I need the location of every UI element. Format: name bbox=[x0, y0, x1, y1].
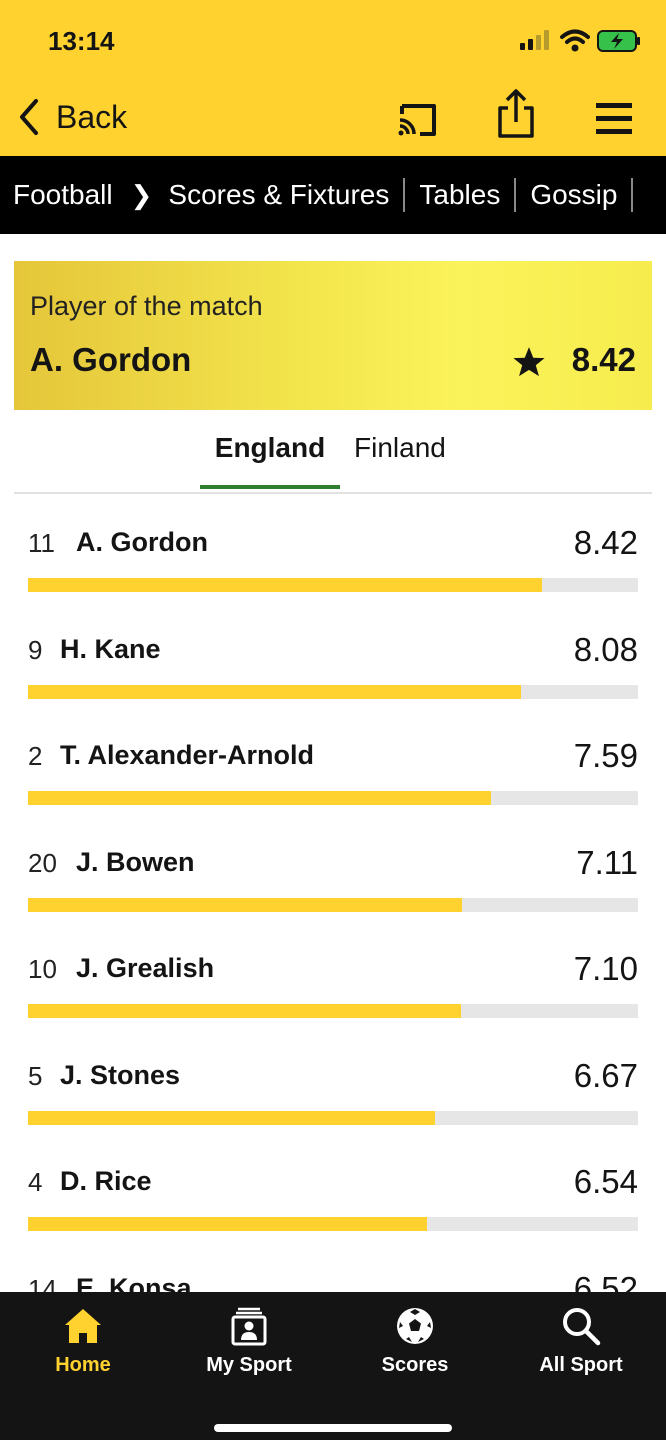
player-name: E. Konsa bbox=[76, 1273, 192, 1292]
football-icon bbox=[397, 1308, 433, 1344]
rating-bar-track bbox=[28, 1004, 638, 1018]
app-header: 13:14 Back bbox=[0, 0, 666, 156]
cast-icon[interactable] bbox=[396, 100, 440, 140]
player-rating: 6.52 bbox=[573, 1270, 638, 1292]
player-rating: 7.10 bbox=[573, 950, 638, 987]
player-number: 2 bbox=[28, 741, 43, 771]
player-rating: 6.54 bbox=[573, 1163, 638, 1200]
rating-bar-fill bbox=[28, 791, 491, 805]
potm-rating: 8.42 bbox=[571, 341, 636, 378]
breadcrumb-tables[interactable]: Tables bbox=[419, 179, 501, 210]
home-icon bbox=[65, 1309, 101, 1343]
rating-bar-track bbox=[28, 1111, 638, 1125]
breadcrumb-scores-fixtures[interactable]: Scores & Fixtures bbox=[168, 179, 390, 210]
potm-player-name: A. Gordon bbox=[30, 341, 192, 378]
status-time: 13:14 bbox=[48, 26, 115, 56]
player-number: 10 bbox=[28, 954, 57, 984]
bottom-nav: Home My Sport Scores All Sport bbox=[0, 1292, 666, 1440]
player-rating-row[interactable]: 5 J. Stones 6.67 bbox=[28, 1027, 638, 1133]
player-name: T. Alexander-Arnold bbox=[60, 740, 315, 770]
rating-bar-track bbox=[28, 898, 638, 912]
signal-icon bbox=[520, 30, 549, 50]
battery-icon bbox=[597, 30, 640, 52]
chevron-right-icon: ❯ bbox=[130, 179, 153, 210]
rating-bar-fill bbox=[28, 1004, 462, 1018]
chevron-left-icon bbox=[20, 99, 38, 135]
breadcrumb: Football ❯ Scores & Fixtures Tables Goss… bbox=[0, 156, 666, 234]
star-icon bbox=[513, 347, 545, 377]
my-sport-icon bbox=[231, 1307, 267, 1346]
player-rating-row[interactable]: 9 H. Kane 8.08 bbox=[28, 601, 638, 707]
player-ratings-list: 11 A. Gordon 8.42 9 H. Kane 8.08 2 T. Alexander… bbox=[0, 494, 666, 1292]
tab-finland[interactable]: Finland bbox=[354, 432, 446, 463]
player-number: 20 bbox=[28, 848, 57, 878]
wifi-icon bbox=[560, 29, 590, 52]
player-rating: 8.08 bbox=[573, 631, 638, 668]
player-rating: 8.42 bbox=[573, 524, 638, 561]
nav-all-sport-label: All Sport bbox=[539, 1354, 623, 1376]
tab-england[interactable]: England bbox=[200, 432, 340, 492]
rating-bar-fill bbox=[28, 578, 542, 592]
rating-bar-track bbox=[28, 791, 638, 805]
player-of-the-match-card: Player of the match A. Gordon 8.42 bbox=[14, 261, 652, 410]
share-icon[interactable] bbox=[494, 88, 538, 140]
player-number: 4 bbox=[28, 1167, 43, 1197]
player-rating-row[interactable]: 4 D. Rice 6.54 bbox=[28, 1133, 638, 1239]
player-number: 11 bbox=[28, 528, 55, 558]
home-indicator bbox=[214, 1424, 452, 1432]
search-icon bbox=[563, 1308, 601, 1346]
breadcrumb-gossip[interactable]: Gossip bbox=[530, 179, 618, 210]
back-label: Back bbox=[56, 98, 128, 135]
menu-icon[interactable] bbox=[594, 100, 634, 138]
rating-bar-track bbox=[28, 578, 638, 592]
player-rating-row[interactable]: 10 J. Grealish 7.10 bbox=[28, 920, 638, 1026]
player-name: J. Grealish bbox=[76, 953, 215, 983]
rating-bar-track bbox=[28, 1217, 638, 1231]
rating-bar-fill bbox=[28, 1111, 435, 1125]
back-button[interactable]: Back bbox=[14, 92, 127, 142]
rating-bar-fill bbox=[28, 898, 462, 912]
nav-scores-label: Scores bbox=[381, 1354, 449, 1376]
player-rating-row[interactable]: 20 J. Bowen 7.11 bbox=[28, 814, 638, 920]
rating-bar-fill bbox=[28, 685, 521, 699]
nav-all-sport[interactable]: All Sport bbox=[498, 1292, 664, 1402]
breadcrumb-divider bbox=[403, 178, 406, 212]
breadcrumb-divider bbox=[631, 178, 634, 212]
team-tabs: England Finland bbox=[14, 420, 652, 494]
player-name: D. Rice bbox=[60, 1166, 152, 1196]
rating-bar-fill bbox=[28, 1217, 427, 1231]
player-number: 5 bbox=[28, 1061, 43, 1091]
player-rating: 7.59 bbox=[573, 737, 638, 774]
potm-label: Player of the match bbox=[30, 291, 263, 321]
player-name: J. Stones bbox=[60, 1060, 181, 1090]
player-number: 9 bbox=[28, 635, 43, 665]
breadcrumb-divider bbox=[514, 178, 517, 212]
player-name: J. Bowen bbox=[76, 847, 195, 877]
rating-bar-track bbox=[28, 685, 638, 699]
nav-my-sport[interactable]: My Sport bbox=[166, 1292, 332, 1402]
nav-scores[interactable]: Scores bbox=[332, 1292, 498, 1402]
player-rating-row[interactable]: 14 E. Konsa 6.52 bbox=[28, 1240, 638, 1292]
nav-my-sport-label: My Sport bbox=[206, 1354, 292, 1376]
player-name: A. Gordon bbox=[76, 527, 208, 557]
player-rating-row[interactable]: 2 T. Alexander-Arnold 7.59 bbox=[28, 707, 638, 813]
player-rating-row[interactable]: 11 A. Gordon 8.42 bbox=[28, 494, 638, 600]
player-name: H. Kane bbox=[60, 634, 161, 664]
breadcrumb-football[interactable]: Football bbox=[13, 179, 113, 210]
player-number: 14 bbox=[28, 1274, 57, 1292]
player-rating: 6.67 bbox=[573, 1057, 638, 1094]
nav-home[interactable]: Home bbox=[0, 1292, 166, 1402]
player-rating: 7.11 bbox=[576, 844, 638, 881]
nav-home-label: Home bbox=[55, 1354, 111, 1376]
